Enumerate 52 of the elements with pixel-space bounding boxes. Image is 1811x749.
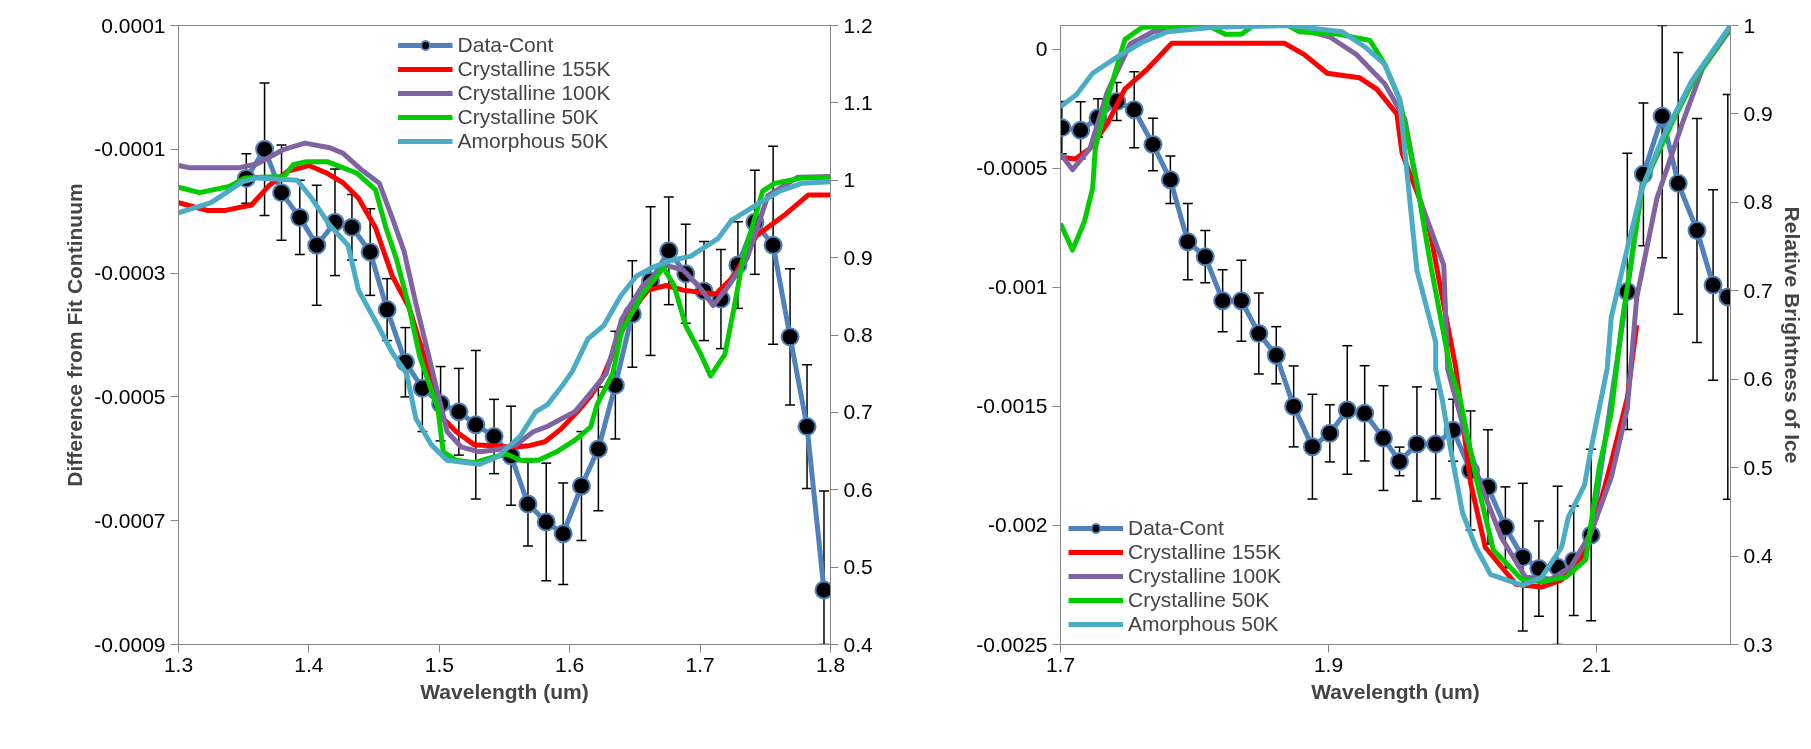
- legend-label: Crystalline 50K: [1128, 588, 1270, 612]
- y2-tick-label: 0.6: [843, 477, 873, 501]
- legend-label: Crystalline 155K: [1128, 540, 1281, 564]
- x-tick-label: 2.1: [1581, 652, 1612, 676]
- y2-tick-label: 0.9: [843, 245, 873, 269]
- legend-label: Crystalline 100K: [457, 81, 611, 105]
- legend-label: Amorphous 50K: [1128, 612, 1279, 636]
- y2-tick-label: 0.4: [843, 632, 874, 656]
- legend-label: Data-Cont: [1128, 516, 1224, 540]
- y-tick-label: -0.0025: [976, 632, 1048, 656]
- y2-tick-label: 0.7: [1743, 278, 1773, 302]
- y2-tick-label: 1.2: [843, 13, 873, 37]
- y-tick-label: -0.0007: [94, 508, 166, 532]
- y-tick-label: -0.0005: [94, 384, 166, 408]
- legend-label: Amorphous 50K: [457, 129, 609, 153]
- y-tick-label: -0.0005: [976, 156, 1048, 180]
- x-axis-title: Wavelength (um): [1311, 679, 1480, 703]
- y-tick-label: -0.0015: [976, 394, 1048, 418]
- x-tick-label: 1.3: [163, 652, 194, 676]
- y2-tick-label: 0.5: [1743, 455, 1773, 479]
- y2-tick-label: 0.4: [1743, 544, 1774, 568]
- legend-label: Crystalline 50K: [457, 105, 599, 129]
- x-tick-label: 1.9: [1313, 652, 1344, 676]
- y2-tick-label: 1: [843, 168, 856, 192]
- y-tick-label: -0.0009: [94, 632, 166, 656]
- y2-tick-label: 0.3: [1743, 632, 1773, 656]
- y2-tick-label: 0.6: [1743, 367, 1773, 391]
- y2-tick-label: 0.9: [1743, 101, 1773, 125]
- y2-tick-label: 0.8: [1743, 190, 1773, 214]
- y2-tick-label: 1: [1743, 13, 1756, 37]
- x-tick-label: 1.4: [294, 652, 324, 676]
- y-tick-label: 0: [1035, 37, 1048, 61]
- y-axis-title: Difference from Fit Continuum: [63, 183, 87, 487]
- x-tick-label: 1.6: [555, 652, 585, 676]
- x-tick-label: 1.7: [1045, 652, 1076, 676]
- x-tick-label: 1.5: [424, 652, 454, 676]
- y-tick-label: -0.002: [987, 513, 1048, 537]
- y-tick-label: -0.0003: [94, 261, 166, 285]
- y-tick-label: -0.0001: [94, 137, 166, 161]
- y2-tick-label: 0.5: [843, 555, 873, 579]
- y2-tick-label: 1.1: [843, 90, 873, 114]
- x-tick-label: 1.7: [685, 652, 715, 676]
- y2-axis-title: Relative Brightness of Ice: [1780, 206, 1804, 464]
- x-tick-label: 1.8: [815, 652, 846, 676]
- legend-label: Crystalline 155K: [457, 57, 611, 81]
- y2-tick-label: 0.7: [843, 400, 873, 424]
- y-tick-label: -0.001: [987, 275, 1048, 299]
- y-tick-label: 0.0001: [101, 13, 166, 37]
- legend-label: Crystalline 100K: [1128, 564, 1281, 588]
- y2-tick-label: 0.8: [843, 323, 873, 346]
- legend-label: Data-Cont: [457, 33, 554, 57]
- x-axis-title: Wavelength (um): [420, 679, 589, 703]
